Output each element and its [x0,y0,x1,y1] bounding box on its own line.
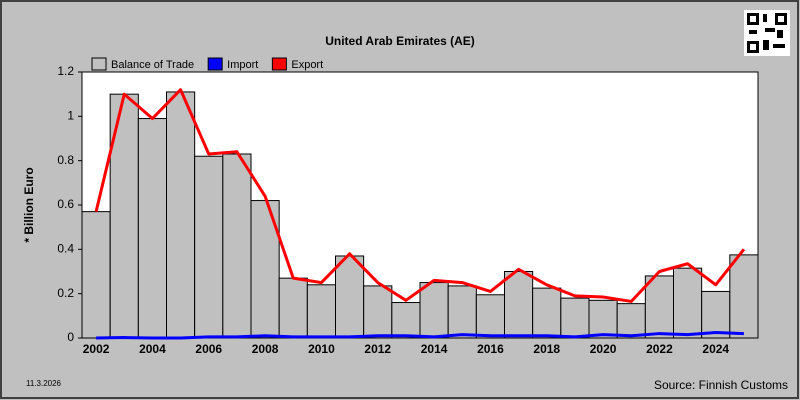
y-tick-label: 1 [67,109,74,123]
x-tick-label: 2016 [477,342,504,356]
bar [475,294,506,339]
y-tick-label: 0.2 [57,286,74,300]
x-tick-label: 2018 [533,342,560,356]
x-tick-label: 2014 [421,342,448,356]
x-tick-label: 2006 [195,342,222,356]
qr-code [744,10,790,56]
legend-label: Import [227,59,258,71]
bar [222,153,252,339]
x-tick-label: 2020 [590,342,617,356]
bar [588,299,618,339]
bar [306,284,337,339]
y-tick-label: 0 [67,330,74,344]
x-tick-label: 2008 [252,342,279,356]
bar [644,275,674,339]
bar [137,118,167,339]
bar [278,277,308,339]
bar [363,285,393,339]
bar [729,254,759,339]
x-tick-label: 2004 [139,342,166,356]
bar [166,91,196,339]
bar [335,255,365,339]
bar [391,302,421,339]
x-tick-label: 2010 [308,342,335,356]
source: Source: Finnish Customs [654,378,788,392]
legend-swatch [271,57,287,71]
bar [194,155,224,339]
bar [504,271,534,339]
y-tick-label: 0.6 [57,197,74,211]
legend-swatch [91,57,107,71]
legend-label: Balance of Trade [111,59,194,71]
y-tick-label: 0.8 [57,153,74,167]
x-tick-label: 2022 [646,342,673,356]
legend-label: Export [291,59,323,71]
line [96,330,744,340]
bar [560,297,590,339]
y-tick-label: 1.2 [57,64,74,78]
y-tick-label: 0.4 [57,242,74,256]
x-tick-label: 2024 [702,342,729,356]
bar [532,287,562,339]
bar [616,303,646,339]
bar [447,285,477,339]
legend-swatch [207,57,223,71]
bar [673,267,703,339]
bar [81,211,111,339]
x-tick-label: 2002 [83,342,110,356]
date: 11.3.2026 [26,379,62,388]
bar [419,282,449,339]
chart-title: United Arab Emirates (AE) [325,34,475,48]
x-tick-label: 2012 [364,342,391,356]
bar [701,290,731,339]
line [94,88,746,303]
y-axis-label: * Billion Euro [22,167,36,242]
